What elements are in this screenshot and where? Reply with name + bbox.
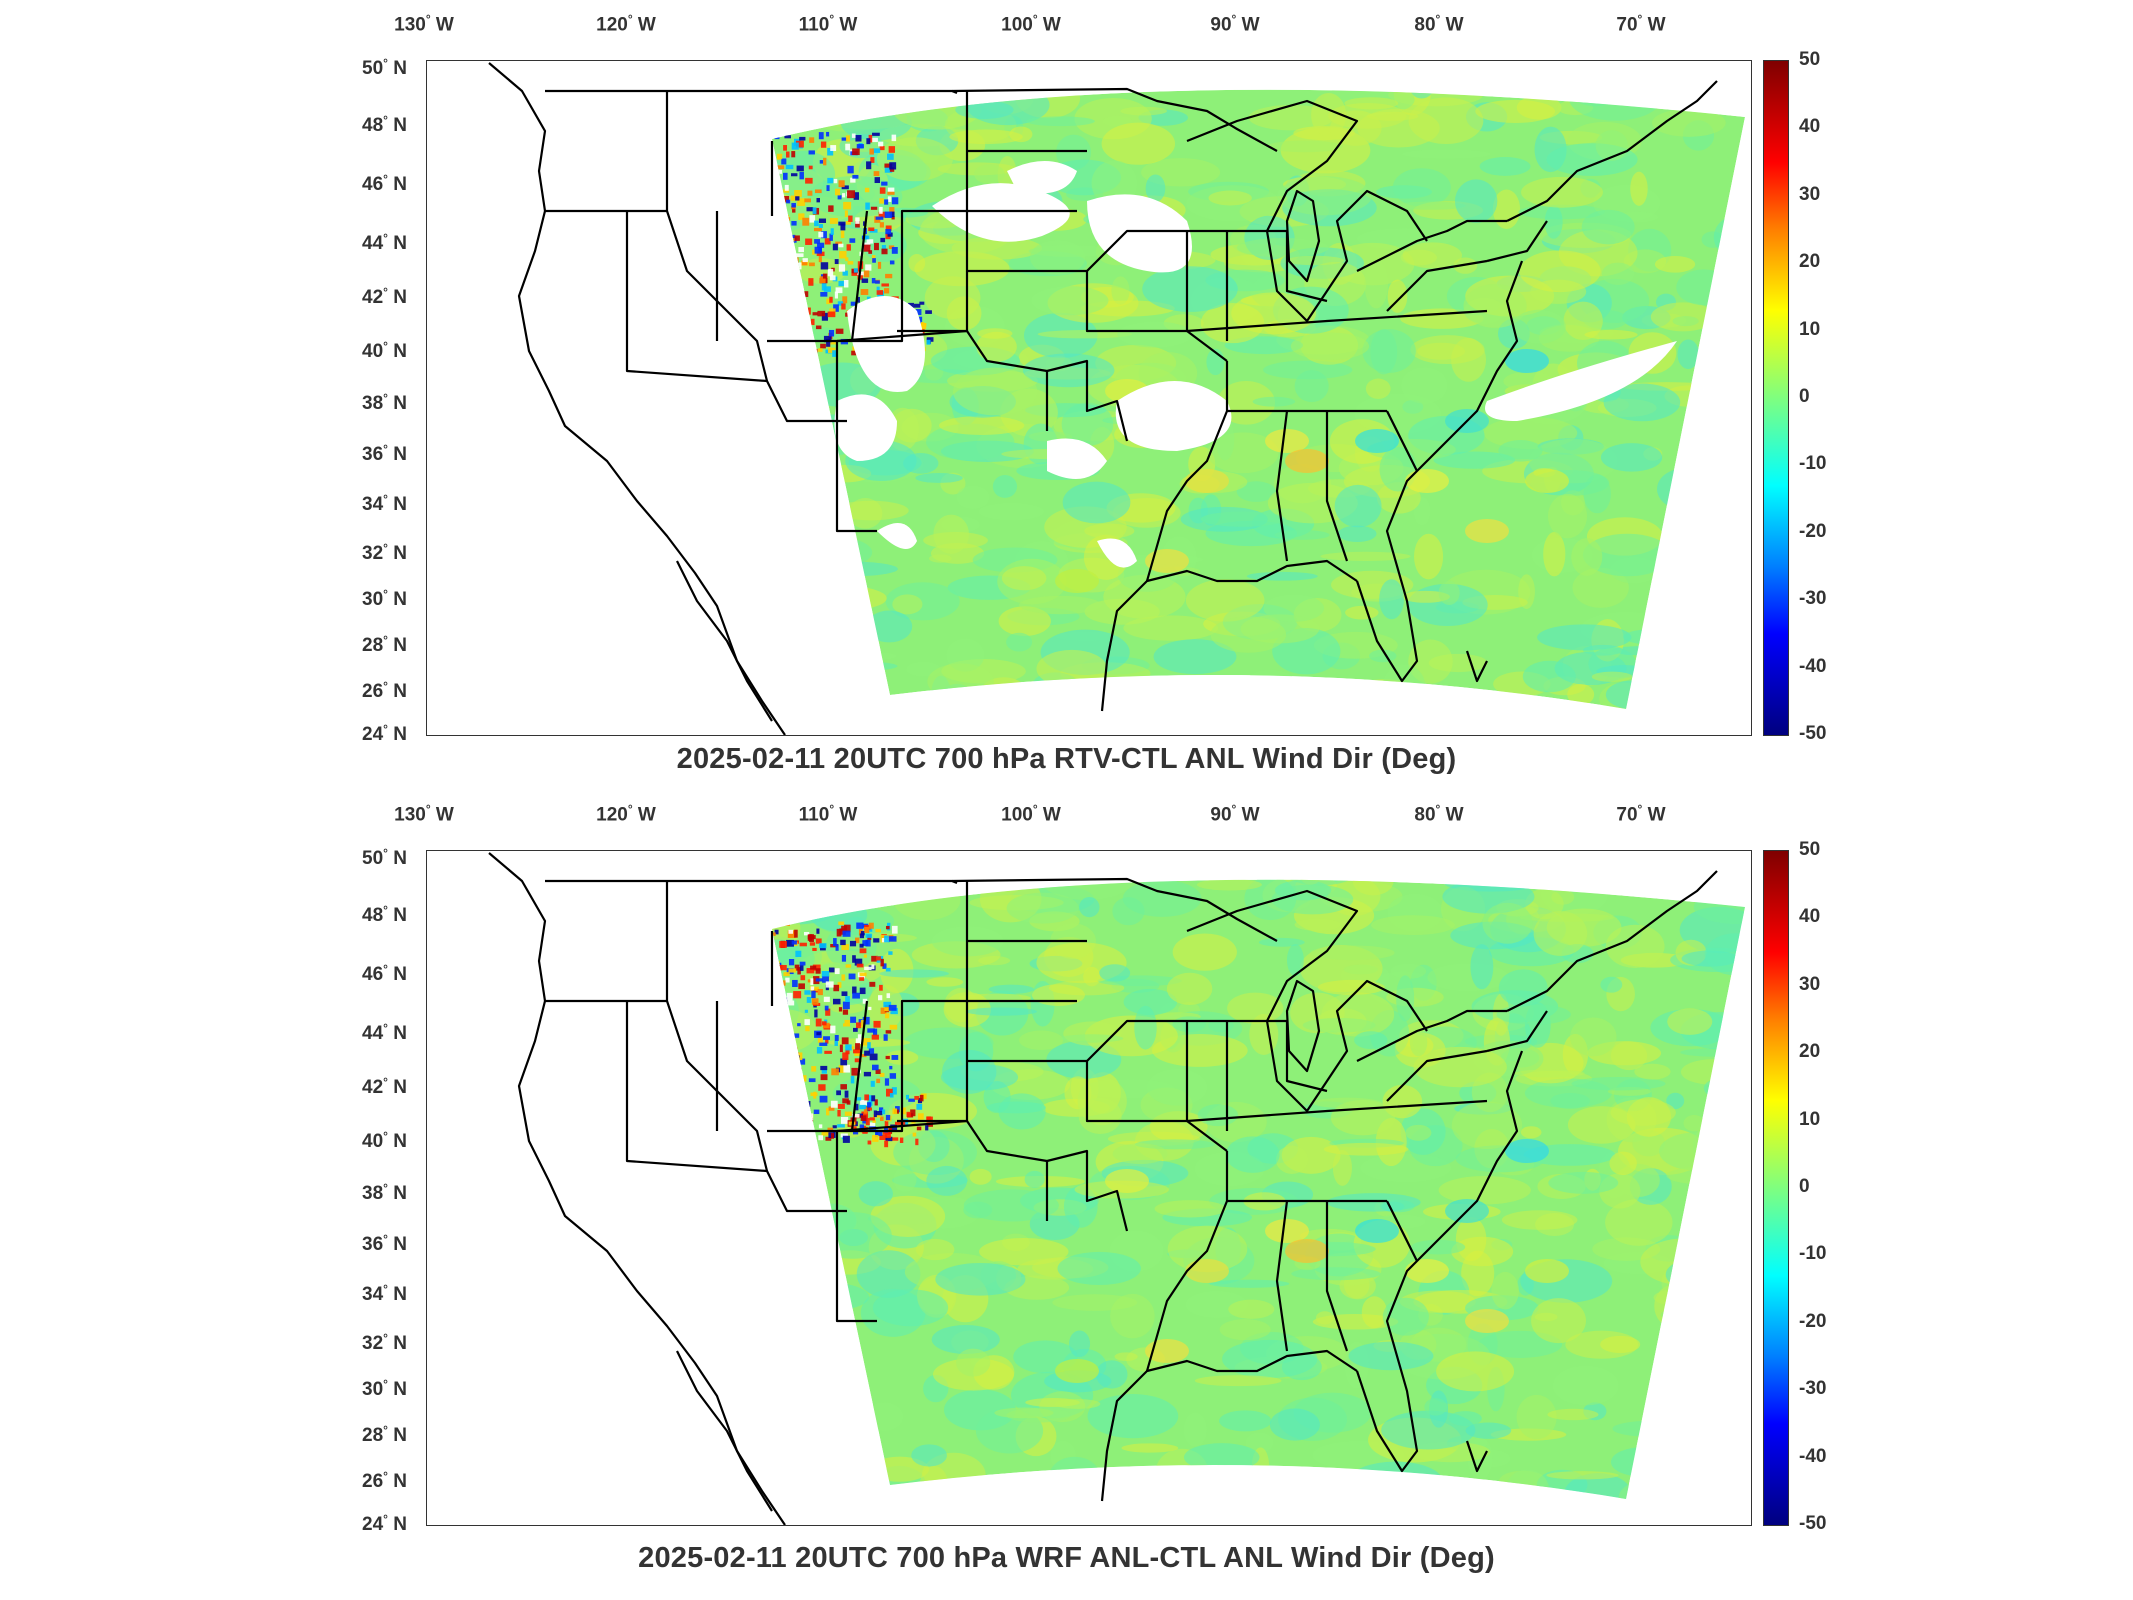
latitude-label: 46° N	[362, 961, 407, 986]
colorbar-tick-label: 0	[1799, 386, 1810, 407]
map-title: 2025-02-11 20UTC 700 hPa WRF ANL-CTL ANL…	[638, 1542, 1495, 1574]
longitude-label: 80° W	[1414, 12, 1464, 36]
colorbar-tick-label: -40	[1799, 1446, 1827, 1467]
latitude-label: 46° N	[362, 171, 407, 196]
latitude-label: 34° N	[362, 491, 407, 516]
latitude-label: 50° N	[362, 55, 407, 80]
latitude-label: 44° N	[362, 230, 407, 255]
latitude-label: 50° N	[362, 845, 407, 870]
colorbar-tick-label: 20	[1799, 1041, 1821, 1062]
longitude-label: 110° W	[798, 802, 858, 826]
latitude-label: 24° N	[362, 721, 407, 746]
colorbar-tick-label: -20	[1799, 1311, 1827, 1332]
colorbar-tick-label: -30	[1799, 1378, 1827, 1399]
colorbar-tick-label: 20	[1799, 251, 1821, 272]
longitude-label: 90° W	[1210, 802, 1260, 826]
latitude-label: 40° N	[362, 338, 407, 363]
colorbar-tick-label: -10	[1799, 453, 1827, 474]
colorbar-tick-label: 30	[1799, 974, 1821, 995]
colorbar-tick-label: -50	[1799, 723, 1827, 744]
longitude-label: 100° W	[1001, 802, 1061, 826]
latitude-label: 36° N	[362, 441, 407, 466]
longitude-label: 120° W	[596, 802, 656, 826]
colorbar-tick-label: 10	[1799, 319, 1821, 340]
latitude-label: 32° N	[362, 1330, 407, 1355]
map-plot-area	[426, 60, 1752, 736]
colorbar-tick-label: 40	[1799, 116, 1821, 137]
longitude-label: 130° W	[394, 802, 454, 826]
colorbar-tick-label: 50	[1799, 49, 1821, 70]
colorbar-tick-label: 10	[1799, 1109, 1821, 1130]
latitude-label: 42° N	[362, 1074, 407, 1099]
latitude-label: 26° N	[362, 1468, 407, 1493]
map-svg	[488, 62, 1745, 735]
colorbar-tick-label: 0	[1799, 1176, 1810, 1197]
latitude-label: 28° N	[362, 632, 407, 657]
longitude-label: 90° W	[1210, 12, 1260, 36]
latitude-label: 38° N	[362, 1180, 407, 1205]
latitude-label: 34° N	[362, 1281, 407, 1306]
colorbar-tick-label: 40	[1799, 906, 1821, 927]
latitude-label: 30° N	[362, 1376, 407, 1401]
map-plot-area	[426, 850, 1752, 1526]
latitude-label: 30° N	[362, 586, 407, 611]
latitude-label: 24° N	[362, 1511, 407, 1536]
map-panel-bottom: 130° W 120° W 110° W 100° W 90° W 80° W 70° W …	[0, 790, 2133, 1600]
colorbar-tick-label: -10	[1799, 1243, 1827, 1264]
latitude-label: 44° N	[362, 1020, 407, 1045]
longitude-label: 120° W	[596, 12, 656, 36]
latitude-label: 26° N	[362, 678, 407, 703]
latitude-label: 38° N	[362, 390, 407, 415]
latitude-label: 42° N	[362, 284, 407, 309]
latitude-label: 36° N	[362, 1231, 407, 1256]
longitude-label: 70° W	[1616, 12, 1666, 36]
colorbar-tick-label: -20	[1799, 521, 1827, 542]
longitude-label: 70° W	[1616, 802, 1666, 826]
latitude-label: 32° N	[362, 540, 407, 565]
colorbar-tick-label: 30	[1799, 184, 1821, 205]
map-svg	[488, 852, 1745, 1525]
longitude-label: 100° W	[1001, 12, 1061, 36]
latitude-label: 48° N	[362, 112, 407, 137]
longitude-label: 110° W	[798, 12, 858, 36]
latitude-label: 28° N	[362, 1422, 407, 1447]
latitude-label: 48° N	[362, 902, 407, 927]
map-panel-top: 130° W 120° W 110° W 100° W 90° W 80° W 70° W …	[0, 0, 2133, 790]
map-title: 2025-02-11 20UTC 700 hPa RTV-CTL ANL Win…	[676, 743, 1457, 775]
colorbar-tick-label: -50	[1799, 1513, 1827, 1534]
longitude-label: 130° W	[394, 12, 454, 36]
longitude-label: 80° W	[1414, 802, 1464, 826]
colorbar-tick-label: -30	[1799, 588, 1827, 609]
colorbar-tick-label: 50	[1799, 839, 1821, 860]
colorbar	[1763, 850, 1789, 1526]
colorbar-tick-label: -40	[1799, 656, 1827, 677]
latitude-label: 40° N	[362, 1128, 407, 1153]
colorbar	[1763, 60, 1789, 736]
